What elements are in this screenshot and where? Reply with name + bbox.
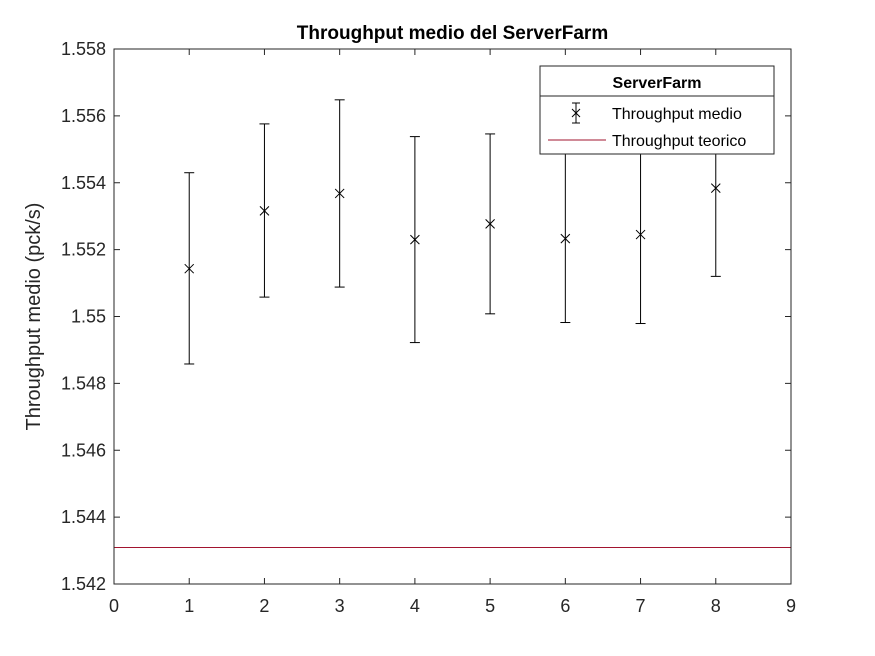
y-axis-label: Throughput medio (pck/s) [23,203,45,431]
y-tick-label: 1.548 [61,373,106,393]
errorbar-point [485,133,496,315]
data-marker-x [710,183,721,193]
errorbar-point [184,172,195,365]
legend-label-throughput-teorico: Throughput teorico [612,133,746,150]
x-tick-label: 5 [485,596,495,616]
y-tick-label: 1.546 [61,440,106,460]
x-tick-label: 4 [410,596,420,616]
data-marker-x [259,205,270,216]
data-marker-x [184,263,195,274]
legend-entry-throughput-medio: Throughput medio [571,102,742,124]
x-tick-label: 9 [786,596,796,616]
tick-layer: 0 1 2 3 4 5 6 7 8 9 1.542 1.544 1.546 1.548 1.55 1.552 1… [61,39,796,616]
x-tick-label: 2 [259,596,269,616]
legend: ServerFarm Throughput medio Throughput t… [539,65,775,155]
x-tick-label: 7 [636,596,646,616]
legend-marker-x [571,108,581,118]
y-tick-label: 1.554 [61,173,106,193]
x-tick-label: 1 [184,596,194,616]
legend-entry-throughput-teorico: Throughput teorico [548,133,746,150]
x-tick-label: 6 [560,596,570,616]
x-tick-label: 3 [335,596,345,616]
data-marker-x [560,233,571,244]
y-tick-label: 1.542 [61,574,106,594]
data-marker-x [334,188,345,199]
y-tick-label: 1.544 [61,507,106,527]
x-tick-label: 0 [109,596,119,616]
errorbar-point [334,99,345,288]
errorbar-point [409,136,420,344]
data-marker-x [485,219,495,229]
data-marker-x [635,229,646,240]
x-tick-label: 8 [711,596,721,616]
chart-title: Throughput medio del ServerFarm [297,23,608,44]
data-marker-x [410,234,420,245]
y-tick-label: 1.552 [61,240,106,260]
legend-label-throughput-medio: Throughput medio [612,106,742,123]
y-tick-label: 1.558 [61,39,106,59]
errorbar-point [259,123,270,298]
legend-title: ServerFarm [613,75,702,92]
y-tick-label: 1.55 [71,307,106,327]
y-tick-label: 1.556 [61,106,106,126]
